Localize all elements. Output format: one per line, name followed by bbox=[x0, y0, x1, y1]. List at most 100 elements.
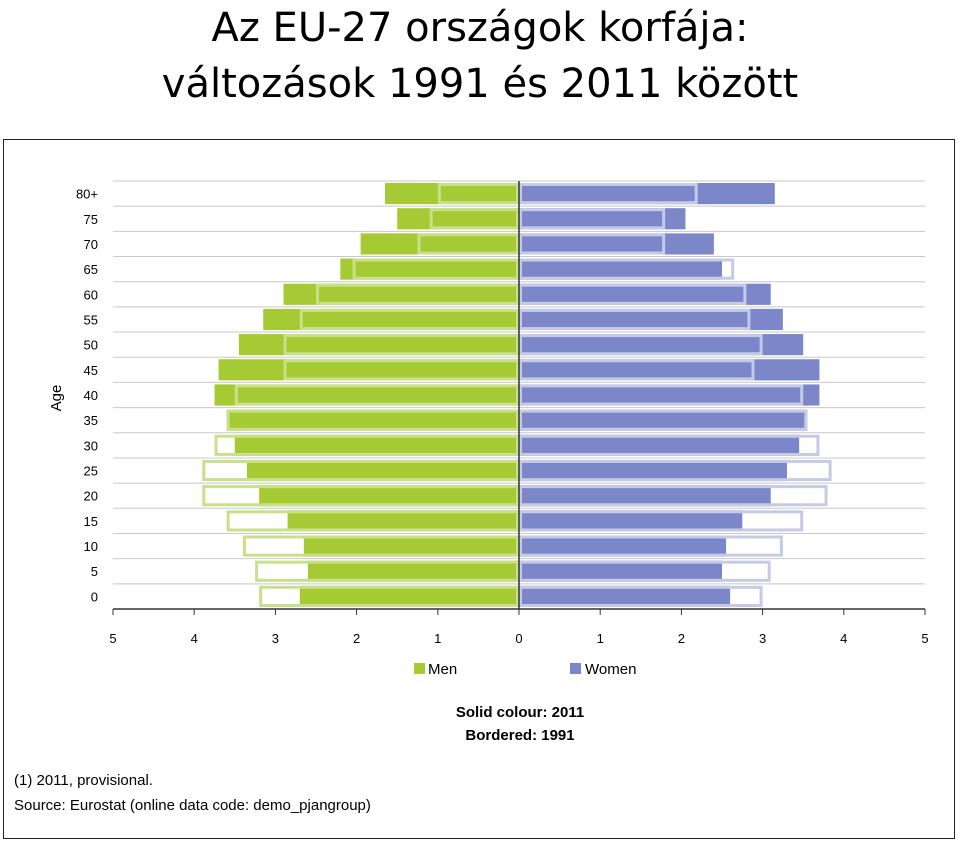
bar-men-1991-age-55 bbox=[299, 308, 520, 331]
y-tick-label: 70 bbox=[84, 237, 98, 252]
y-tick-label: 30 bbox=[84, 438, 98, 453]
bar-men-1991-age-65 bbox=[352, 258, 520, 280]
bar-women-2011-age-80+ bbox=[519, 183, 775, 205]
bar-men-2011-age-75 bbox=[397, 208, 519, 230]
x-tick-label: 2 bbox=[678, 631, 685, 646]
legend-label-men: Men bbox=[428, 661, 457, 678]
bar-women-2011-age-60 bbox=[519, 283, 771, 305]
x-tick-label: 1 bbox=[597, 631, 604, 646]
bar-men-2011-age-55 bbox=[263, 308, 519, 331]
bar-men-2011-age-10 bbox=[303, 535, 519, 557]
legend-swatch-women bbox=[570, 663, 581, 674]
x-tick-label: 3 bbox=[272, 631, 279, 646]
bars-2011 bbox=[214, 183, 820, 607]
y-tick-label: 20 bbox=[84, 489, 98, 504]
bar-women-2011-age-50 bbox=[519, 334, 804, 356]
bar-women-1991-age-15 bbox=[519, 510, 804, 532]
bar-women-1991-age-35 bbox=[519, 409, 808, 431]
x-tick-label: 5 bbox=[109, 631, 116, 646]
bar-men-1991-age-30 bbox=[214, 434, 519, 456]
annotation-solid-2011: Solid colour: 2011 bbox=[456, 704, 584, 721]
bar-men-1991-age-35 bbox=[226, 409, 519, 431]
bar-women-1991-age-70 bbox=[519, 233, 666, 255]
x-tick-labels: 5 4 3 2 1 0 1 2 3 4 5 bbox=[109, 631, 928, 646]
bar-men-2011-age-60 bbox=[283, 283, 519, 305]
bar-men-1991-age-75 bbox=[429, 208, 519, 230]
bar-men-1991-age-0 bbox=[259, 585, 519, 608]
slide-title-line-1: Az EU-27 országok korfája: bbox=[211, 5, 749, 51]
y-tick-label: 60 bbox=[84, 287, 98, 302]
x-tick-label: 3 bbox=[759, 631, 766, 646]
bar-men-1991-age-60 bbox=[316, 283, 519, 305]
x-tick-label: 2 bbox=[353, 631, 360, 646]
y-tick-label: 10 bbox=[84, 539, 98, 554]
bar-men-1991-age-70 bbox=[417, 233, 519, 255]
bar-women-1991-age-0 bbox=[519, 585, 763, 608]
bar-women-1991-age-30 bbox=[519, 434, 820, 456]
y-tick-label: 50 bbox=[84, 338, 98, 353]
bar-men-1991-age-20 bbox=[202, 485, 519, 507]
bar-men-1991-age-45 bbox=[283, 359, 519, 381]
bar-women-2011-age-35 bbox=[519, 409, 808, 431]
bar-women-2011-age-45 bbox=[519, 359, 820, 381]
bar-women-2011-age-5 bbox=[519, 560, 722, 582]
bar-women-1991-age-40 bbox=[519, 384, 804, 406]
bar-men-2011-age-80+ bbox=[385, 183, 519, 205]
bar-women-2011-age-70 bbox=[519, 233, 714, 255]
bar-women-1991-age-25 bbox=[519, 459, 832, 482]
bar-men-2011-age-50 bbox=[238, 334, 520, 356]
y-tick-label: 0 bbox=[91, 589, 98, 604]
bar-men-2011-age-15 bbox=[287, 510, 519, 532]
x-tick-label: 4 bbox=[840, 631, 847, 646]
bar-women-2011-age-15 bbox=[519, 510, 743, 532]
bar-women-1991-age-10 bbox=[519, 535, 783, 557]
bar-women-1991-age-60 bbox=[519, 283, 747, 305]
bar-men-2011-age-65 bbox=[340, 258, 519, 280]
y-tick-label: 5 bbox=[91, 564, 98, 579]
slide-title: Az EU-27 országok korfája: változások 19… bbox=[0, 0, 960, 112]
y-tick-label: 55 bbox=[84, 312, 98, 327]
legend-swatch-men bbox=[414, 663, 425, 674]
x-tick-label: 0 bbox=[515, 631, 522, 646]
bar-men-2011-age-5 bbox=[307, 560, 519, 582]
y-tick-label: 15 bbox=[84, 514, 98, 529]
bar-women-2011-age-55 bbox=[519, 308, 783, 331]
bar-women-1991-age-55 bbox=[519, 308, 751, 331]
bar-women-2011-age-65 bbox=[519, 258, 722, 280]
bar-women-1991-age-65 bbox=[519, 258, 735, 280]
bar-women-2011-age-40 bbox=[519, 384, 820, 406]
bar-women-2011-age-20 bbox=[519, 485, 771, 507]
y-tick-label: 80+ bbox=[76, 187, 98, 202]
bar-men-2011-age-25 bbox=[246, 459, 520, 482]
legend-label-women: Women bbox=[585, 661, 636, 678]
bar-men-2011-age-70 bbox=[360, 233, 519, 255]
bar-men-1991-age-40 bbox=[234, 384, 520, 406]
bar-women-1991-age-45 bbox=[519, 359, 755, 381]
bar-women-2011-age-0 bbox=[519, 585, 731, 607]
bar-women-1991-age-80+ bbox=[519, 183, 698, 205]
bar-women-1991-age-20 bbox=[519, 485, 828, 507]
x-tick-label: 5 bbox=[921, 631, 928, 646]
x-tick-label: 4 bbox=[191, 631, 198, 646]
footnote-source: Source: Eurostat (online data code: demo… bbox=[14, 797, 371, 814]
bar-men-2011-age-30 bbox=[234, 434, 520, 456]
bar-women-1991-age-75 bbox=[519, 208, 666, 230]
y-tick-label: 40 bbox=[84, 388, 98, 403]
bar-men-2011-age-20 bbox=[259, 485, 519, 507]
bar-men-1991-age-10 bbox=[242, 535, 519, 557]
bar-women-2011-age-75 bbox=[519, 208, 686, 230]
bar-men-1991-age-5 bbox=[255, 560, 519, 582]
bar-men-2011-age-35 bbox=[226, 409, 519, 431]
y-tick-labels: 0 5 10 15 20 25 30 35 40 45 50 55 60 65 70 75 80+ bbox=[76, 187, 98, 605]
y-tick-label: 25 bbox=[84, 464, 98, 479]
y-tick-label: 35 bbox=[84, 413, 98, 428]
y-tick-label: 65 bbox=[84, 262, 98, 277]
bar-women-2011-age-10 bbox=[519, 535, 727, 557]
slide-title-line-2: változások 1991 és 2011 között bbox=[161, 61, 799, 107]
bar-men-1991-age-15 bbox=[226, 510, 519, 532]
footnote-provisional: (1) 2011, provisional. bbox=[14, 772, 153, 789]
bar-men-2011-age-45 bbox=[218, 359, 519, 381]
bars-1991 bbox=[202, 183, 832, 608]
axes bbox=[112, 181, 926, 615]
